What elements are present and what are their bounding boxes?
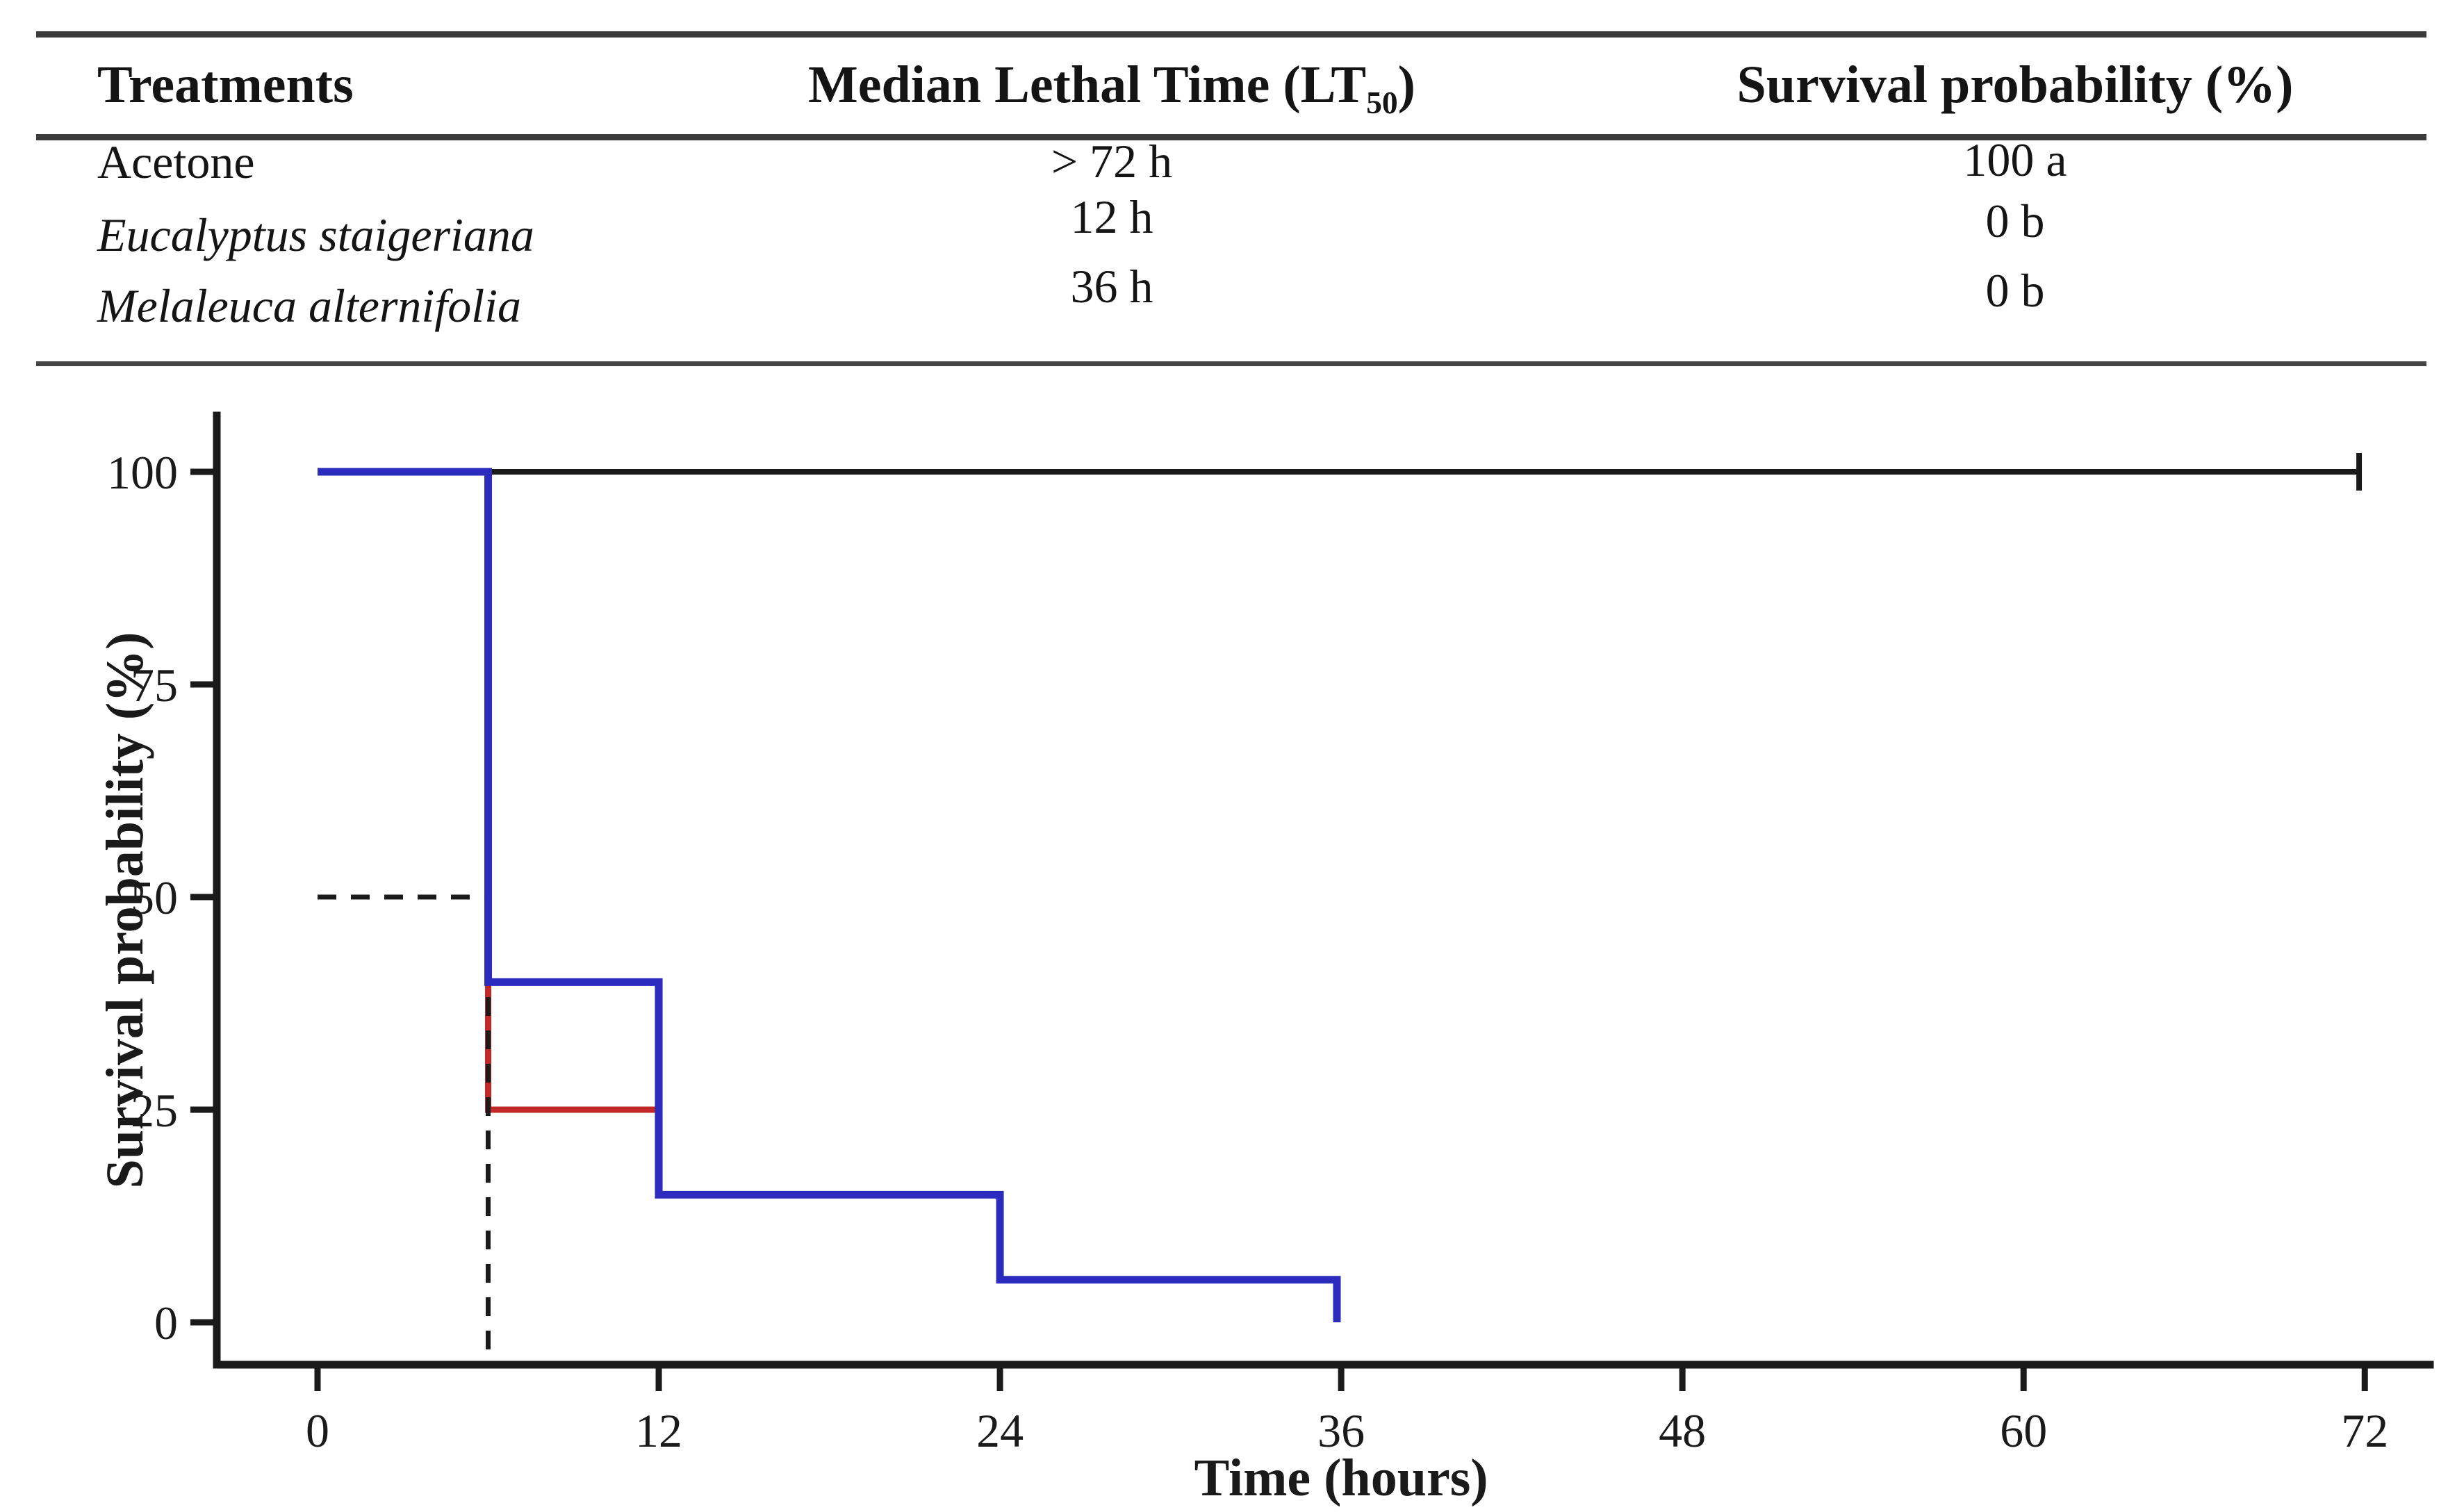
x-tick-label-12: 12 [635,1404,682,1457]
x-tick-label-72: 72 [2341,1404,2388,1457]
table-cell-survival-melaleuca: 0 b [1985,264,2045,317]
table-rule-bottom [36,361,2426,366]
x-axis-title: Time (hours) [1194,1449,1488,1507]
x-tick-label-36: 36 [1317,1404,1365,1457]
y-tick-label-75: 75 [131,659,178,712]
results-table: Treatments Median Lethal Time (LT50) Sur… [0,0,2448,368]
table-cell-lt50-melaleuca: 36 h [1070,260,1153,313]
col-header-lt50-text: Median Lethal Time (LT [808,56,1367,114]
col-header-lt50: Median Lethal Time (LT50) [730,54,1494,118]
table-rule-middle [36,134,2426,140]
table-cell-survival-acetone: 100 a [1963,133,2067,186]
col-header-survival: Survival probability (%) [1736,56,2294,114]
table-rule-top [36,31,2426,38]
table-row-treatment-eucalyptus: Eucalyptus staigeriana [97,208,534,261]
table-cell-lt50-acetone: > 72 h [1051,135,1173,188]
table-row-treatment-acetone: Acetone [97,135,255,188]
series-melaleuca-alternifolia [318,468,1341,1322]
x-tick-label-0: 0 [306,1404,329,1457]
y-tick-label-50: 50 [131,871,178,924]
y-tick-label-25: 25 [131,1084,178,1137]
x-tick-label-48: 48 [1659,1404,1706,1457]
col-header-lt50-subscript: 50 [1366,85,1398,121]
x-tick-label-24: 24 [976,1404,1024,1457]
col-header-lt50-close: ) [1397,56,1415,114]
y-axis-title: Survival probability (%) [96,632,154,1189]
table-cell-lt50-eucalyptus: 12 h [1070,190,1153,243]
table-cell-survival-eucalyptus: 0 b [1985,195,2045,247]
axes [213,411,2434,1369]
y-tick-label-100: 100 [107,446,178,499]
x-tick-label-60: 60 [2000,1404,2047,1457]
col-header-treatments: Treatments [97,56,354,114]
series-eucalyptus-staigeriana [485,973,659,1113]
table-row-treatment-melaleuca: Melaleuca alternifolia [97,279,521,332]
y-tick-label-0: 0 [154,1297,178,1349]
